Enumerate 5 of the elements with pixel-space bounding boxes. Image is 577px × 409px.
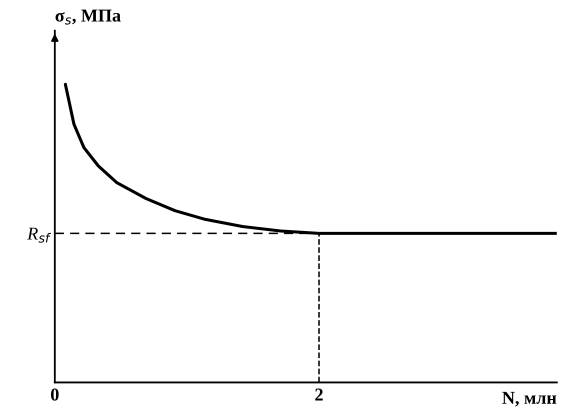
y-axis-title: σ$_{s}$, МПа — [56, 10, 121, 25]
x-tick-label: 2 — [315, 388, 323, 400]
x-axis-title: N, млн — [502, 392, 556, 407]
x-tick-label: 0 — [50, 388, 59, 401]
ref-line-label: R$_{sf}$ — [27, 228, 52, 243]
